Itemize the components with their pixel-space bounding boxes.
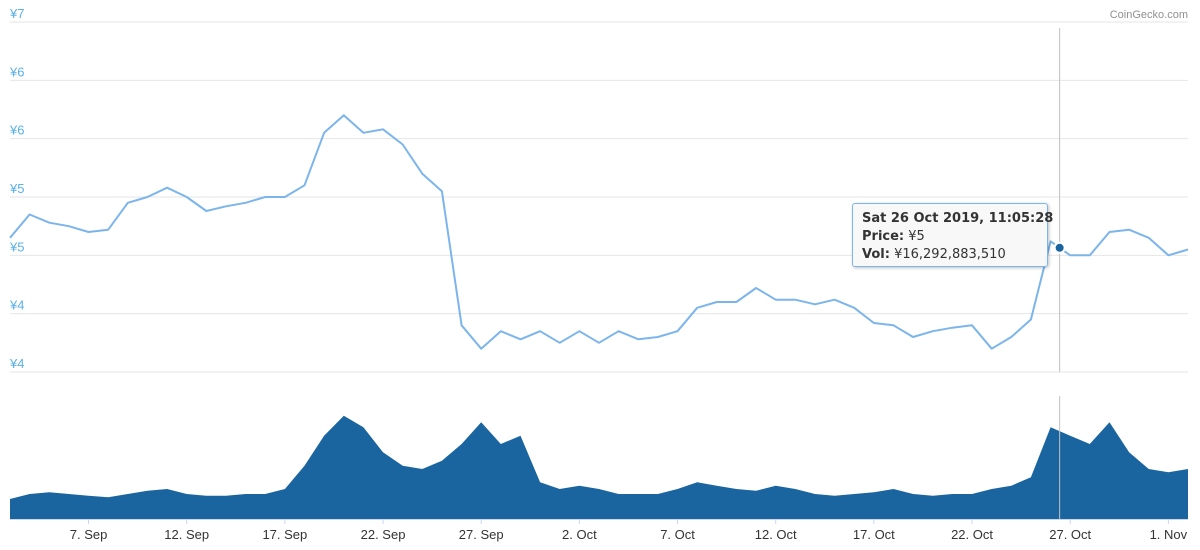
tooltip-vol-label: Vol: [862, 247, 890, 262]
tooltip-vol-row: Vol: ¥16,292,883,510 [862, 246, 1038, 264]
volume-area [10, 415, 1188, 519]
tooltip-price-label: Price: [862, 229, 905, 244]
x-axis-labels: 7. Sep 12. Sep 17. Sep 22. Sep 27. Sep 2. Oct… [70, 519, 1188, 542]
y-tick-label: ¥4 [9, 298, 24, 313]
x-tick-label: 22. Sep [361, 527, 406, 542]
grid-lines [10, 21, 1188, 520]
price-line-layer [9, 114, 1189, 350]
x-tick-label: 12. Oct [755, 527, 797, 542]
x-tick-label: 12. Sep [164, 527, 209, 542]
y-tick-label: ¥5 [9, 239, 24, 254]
tooltip-price-value: ¥5 [908, 229, 925, 244]
y-tick-label: ¥5 [9, 181, 24, 196]
x-tick-label: 7. Oct [660, 527, 695, 542]
y-tick-label: ¥6 [9, 123, 24, 138]
x-tick-label: 17. Sep [262, 527, 307, 542]
y-tick-label: ¥4 [9, 356, 24, 371]
x-tick-label: 7. Sep [70, 527, 108, 542]
x-tick-label: 17. Oct [853, 527, 895, 542]
x-tick-label: 2. Oct [562, 527, 597, 542]
y-axis-labels: ¥7 ¥6 ¥6 ¥5 ¥5 ¥4 ¥4 [9, 6, 24, 371]
tooltip-vol-value: ¥16,292,883,510 [894, 247, 1006, 262]
y-tick-label: ¥6 [9, 64, 24, 79]
x-tick-label: 27. Oct [1049, 527, 1091, 542]
x-tick-label: 1. Nov [1150, 527, 1188, 542]
volume-area-layer [10, 415, 1188, 519]
credit-label[interactable]: CoinGecko.com [1110, 9, 1188, 21]
tooltip: Sat 26 Oct 2019, 11:05:28 Price: ¥5 Vol:… [852, 203, 1054, 267]
y-tick-label: ¥7 [9, 6, 24, 21]
price-line [9, 114, 1189, 350]
tooltip-price-row: Price: ¥5 [862, 228, 1038, 246]
x-tick-label: 22. Oct [951, 527, 993, 542]
tooltip-date: Sat 26 Oct 2019, 11:05:28 [862, 211, 1054, 226]
x-tick-label: 27. Sep [459, 527, 504, 542]
hover-point-marker[interactable] [1053, 241, 1066, 254]
